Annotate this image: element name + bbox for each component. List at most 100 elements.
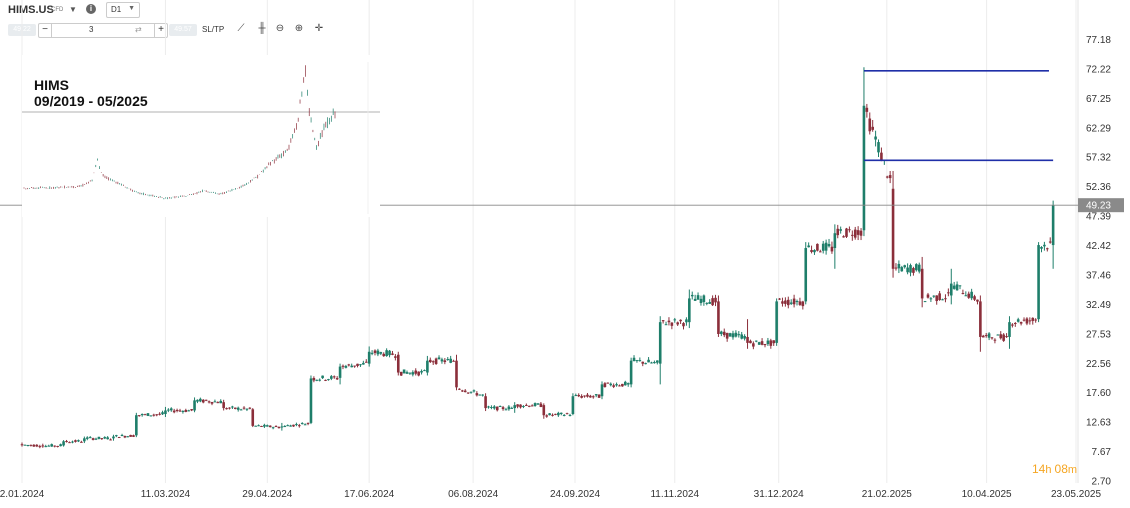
candle-body: [487, 406, 490, 408]
candle-body: [449, 358, 452, 363]
candle-body: [752, 343, 755, 347]
candle-body: [711, 298, 714, 306]
candle-body: [848, 229, 851, 231]
candle-body: [56, 445, 59, 447]
increase-volume-button[interactable]: +: [154, 24, 167, 37]
candle-body: [629, 360, 633, 385]
candle-body: [1048, 241, 1052, 243]
crosshair-icon[interactable]: ✛: [314, 23, 324, 34]
candle-body: [1019, 321, 1023, 324]
candle-body: [233, 407, 237, 409]
reset-volume-icon[interactable]: ⇄: [135, 25, 142, 34]
candle-body: [364, 361, 368, 363]
candle-body: [135, 415, 138, 436]
line-chart-icon[interactable]: ⟋: [237, 23, 245, 34]
y-tick-label: 2.70: [1092, 477, 1112, 488]
candle-body: [574, 395, 578, 397]
candle-body: [440, 359, 444, 362]
chart-toolbar-top: HIMS.US CFD ▼ i D1 ▼: [0, 0, 400, 20]
candle-body: [818, 251, 822, 253]
candle-body: [388, 350, 391, 356]
candle-body: [947, 292, 950, 294]
candle-body: [394, 356, 397, 358]
candle-body: [167, 409, 170, 411]
candlestick-icon[interactable]: ╫: [258, 23, 266, 34]
candle-body: [656, 360, 659, 363]
x-tick-label: 06.08.2024: [448, 489, 498, 500]
candle-body: [516, 404, 519, 407]
info-icon[interactable]: i: [86, 4, 96, 14]
candle-body: [146, 413, 150, 416]
zoom-out-icon[interactable]: ⊖: [275, 23, 285, 34]
candle-body: [245, 408, 249, 410]
candle-body: [999, 334, 1003, 339]
candle-body: [274, 426, 278, 428]
candle-body: [912, 268, 915, 273]
x-tick-label: 11.11.2024: [650, 489, 699, 500]
zoom-in-icon[interactable]: ⊕: [294, 23, 304, 34]
candle-body: [618, 385, 621, 387]
candle-body: [132, 435, 135, 437]
candle-body: [469, 391, 473, 393]
candle-body: [784, 300, 787, 304]
candle-body: [94, 438, 98, 440]
candle-body: [20, 444, 24, 446]
x-tick-label: 10.04.2025: [962, 489, 1012, 500]
candle-body: [71, 441, 74, 443]
candle-body: [143, 414, 147, 416]
candle-body: [897, 263, 901, 269]
decrease-volume-button[interactable]: −: [39, 24, 52, 37]
candle-body: [204, 399, 208, 401]
y-tick-label: 17.60: [1086, 388, 1111, 399]
candle-body: [446, 359, 450, 361]
timeframe-select[interactable]: D1 ▼: [106, 2, 140, 18]
inset-subtitle: 09/2019 - 05/2025: [34, 93, 148, 109]
ticker-symbol[interactable]: HIMS.US: [8, 4, 54, 16]
buy-price-button[interactable]: 49.57: [169, 24, 197, 36]
candle-body: [842, 236, 845, 238]
candle-body: [254, 425, 257, 427]
candle-body: [559, 412, 563, 414]
volume-stepper[interactable]: − 3 ⇄ +: [38, 23, 168, 38]
candle-body: [88, 437, 92, 439]
candle-body: [690, 294, 694, 297]
candle-body: [621, 383, 624, 387]
candle-body: [920, 268, 924, 299]
candle-body: [396, 354, 400, 373]
candle-body: [83, 438, 86, 442]
candle-body: [728, 333, 732, 337]
candle-body: [1034, 319, 1037, 321]
candle-body: [871, 126, 874, 130]
candle-body: [722, 331, 726, 336]
candle-body: [781, 301, 784, 304]
candle-body: [530, 405, 534, 407]
candle-body: [53, 445, 56, 447]
candle-body: [268, 425, 272, 428]
candle-body: [568, 414, 572, 416]
candle-body: [405, 372, 409, 374]
candle-body: [862, 105, 866, 231]
candle-body: [938, 293, 941, 301]
candle-body: [213, 401, 217, 403]
candle-body: [112, 436, 115, 439]
candle-body: [941, 299, 944, 301]
candle-body: [490, 406, 493, 408]
candle-body: [172, 410, 176, 413]
symbol-dropdown-icon[interactable]: ▼: [69, 5, 77, 14]
candle-body: [935, 295, 939, 302]
candle-body: [251, 409, 255, 426]
candle-body: [906, 267, 909, 273]
candle-body: [402, 369, 406, 374]
volume-value[interactable]: 3: [89, 25, 94, 34]
candle-body: [644, 363, 647, 365]
countdown-hours-unit: h: [1045, 464, 1052, 476]
inset-background: [22, 55, 380, 217]
candle-countdown: 14h 08m: [1032, 462, 1077, 476]
candle-body: [106, 437, 109, 440]
y-tick-label: 7.67: [1092, 447, 1112, 458]
sltp-button[interactable]: SL/TP: [202, 25, 225, 34]
candle-body: [158, 413, 161, 415]
candle-body: [967, 293, 971, 298]
candle-body: [426, 360, 429, 373]
